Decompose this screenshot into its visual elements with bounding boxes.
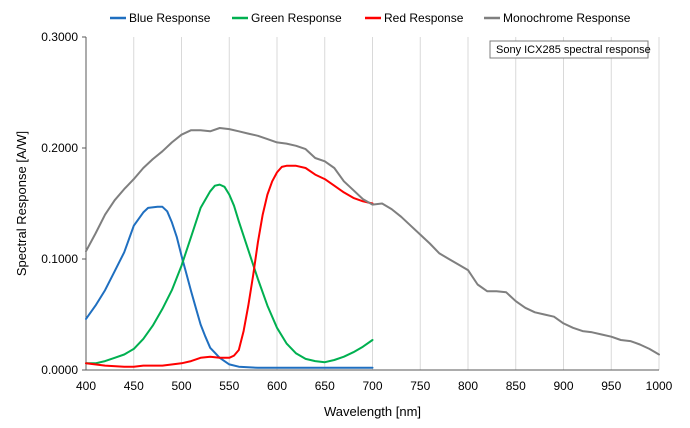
x-tick-label: 450 bbox=[124, 379, 144, 393]
blue-response-legend-label: Blue Response bbox=[129, 11, 211, 25]
y-tick-label: 0.3000 bbox=[41, 30, 78, 44]
x-tick-label: 400 bbox=[76, 379, 96, 393]
annotation-box: Sony ICX285 spectral response bbox=[489, 40, 651, 59]
blue-response-line bbox=[85, 205, 374, 369]
x-tick-label: 500 bbox=[171, 379, 191, 393]
x-tick-label: 550 bbox=[219, 379, 239, 393]
x-tick-label: 800 bbox=[458, 379, 478, 393]
grid-lines bbox=[133, 37, 660, 370]
red-response-line bbox=[85, 164, 374, 368]
monochrome-response-legend-label: Monochrome Response bbox=[503, 11, 631, 25]
axes bbox=[82, 36, 659, 371]
annotation-text: Sony ICX285 spectral response bbox=[496, 44, 651, 56]
green-response-legend-label: Green Response bbox=[251, 11, 342, 25]
x-tick-label: 650 bbox=[315, 379, 335, 393]
y-tick-label: 0.1000 bbox=[41, 252, 78, 266]
green-response-line bbox=[85, 183, 374, 365]
series-lines bbox=[85, 127, 660, 369]
x-tick-label: 950 bbox=[601, 379, 621, 393]
red-response-legend-label: Red Response bbox=[384, 11, 464, 25]
x-tick-label: 750 bbox=[410, 379, 430, 393]
y-tick-label: 0.2000 bbox=[41, 141, 78, 155]
monochrome-response-line bbox=[85, 127, 660, 356]
x-tick-label: 1000 bbox=[646, 379, 673, 393]
legend: Blue Response Green Response Red Response M… bbox=[110, 11, 631, 25]
y-tick-label: 0.0000 bbox=[41, 363, 78, 377]
tick-labels: 400 450 500 550 600 650 700 750 800 850 900 950 1000… bbox=[41, 30, 672, 393]
annotation-frame bbox=[489, 40, 649, 59]
x-tick-label: 850 bbox=[506, 379, 526, 393]
x-tick-label: 700 bbox=[362, 379, 382, 393]
x-axis-title: Wavelength [nm] bbox=[324, 404, 421, 419]
x-tick-label: 600 bbox=[267, 379, 287, 393]
x-tick-label: 900 bbox=[553, 379, 573, 393]
y-axis-title: Spectral Response [A/W] bbox=[14, 131, 29, 276]
